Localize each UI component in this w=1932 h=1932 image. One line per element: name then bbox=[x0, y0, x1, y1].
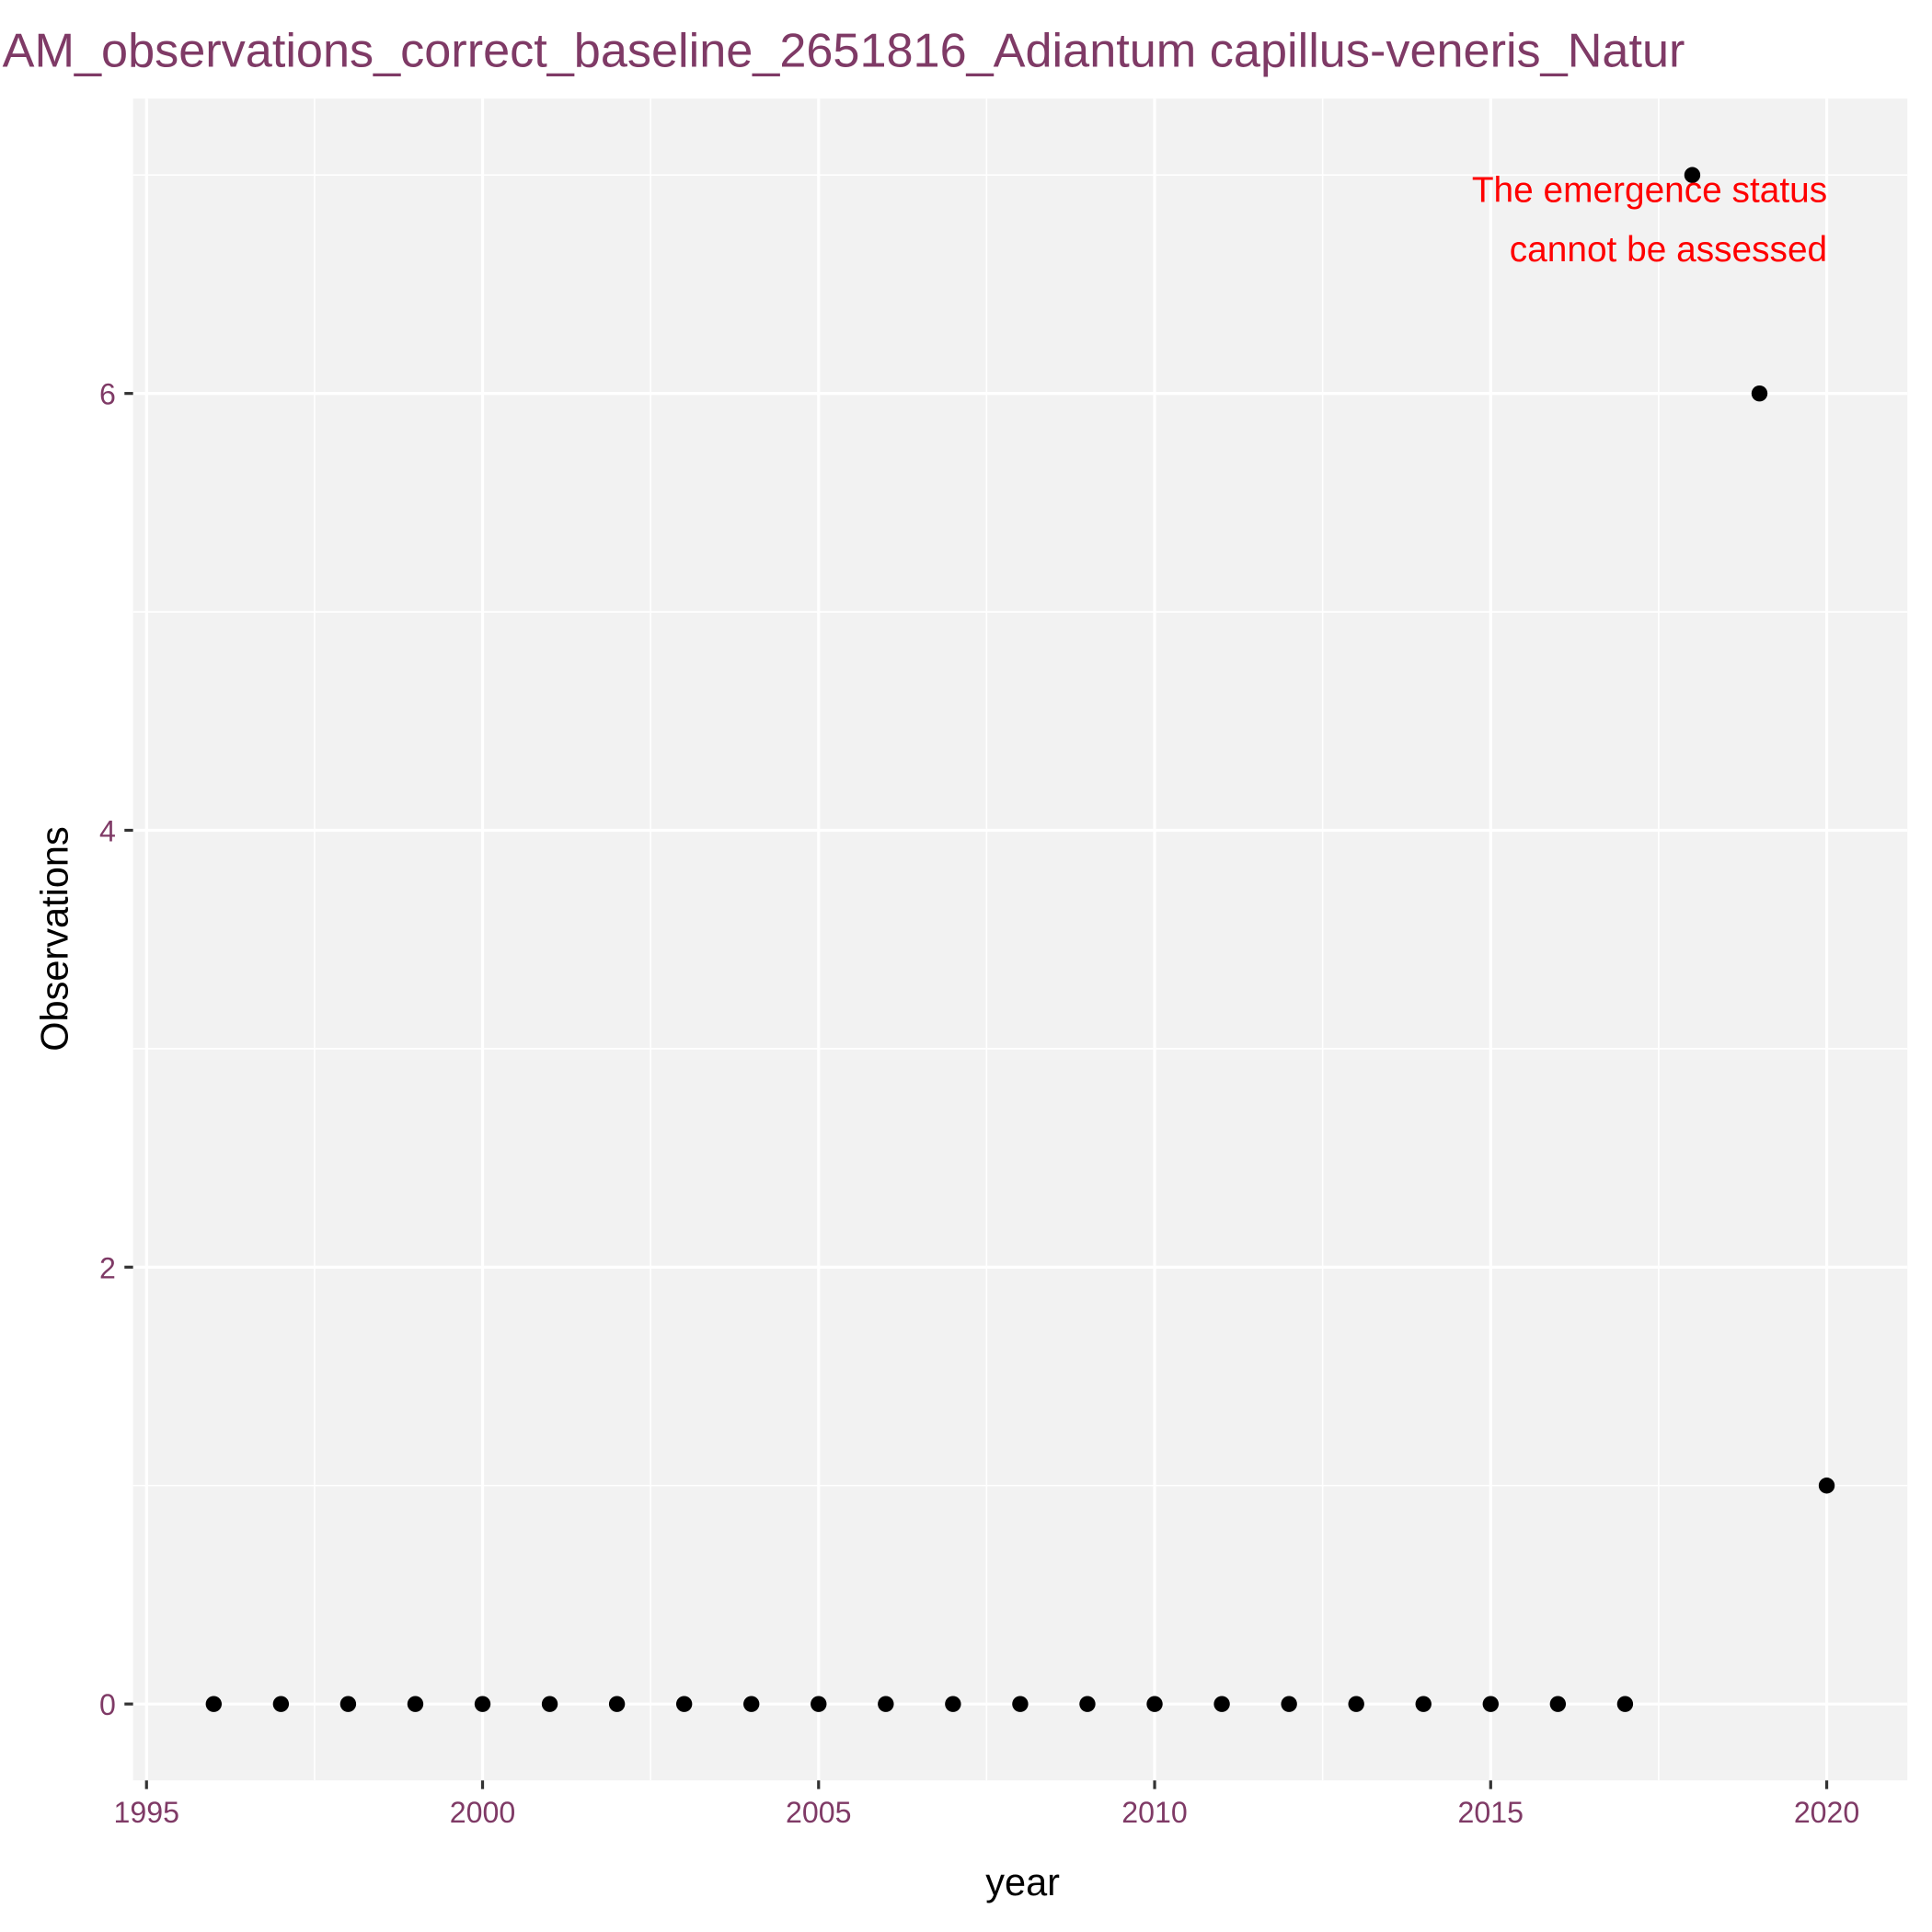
chart-title: AM_observations_correct_baseline_2651816… bbox=[3, 24, 1685, 77]
point bbox=[608, 1696, 626, 1712]
point bbox=[1348, 1696, 1364, 1712]
point bbox=[945, 1696, 961, 1712]
point bbox=[1549, 1696, 1567, 1712]
point bbox=[1079, 1696, 1096, 1712]
x-tick-label: 2005 bbox=[786, 1796, 851, 1829]
point bbox=[407, 1696, 424, 1712]
point bbox=[1616, 1696, 1634, 1712]
point bbox=[1482, 1696, 1499, 1712]
x-axis-label: year bbox=[985, 1860, 1060, 1903]
point bbox=[743, 1696, 760, 1712]
y-axis-label: Observations bbox=[33, 826, 76, 1052]
point bbox=[339, 1696, 357, 1712]
point bbox=[675, 1696, 693, 1712]
plot-panel bbox=[132, 98, 1908, 1781]
x-tick-label: 2010 bbox=[1121, 1796, 1187, 1829]
x-tick-label: 2015 bbox=[1458, 1796, 1524, 1829]
point bbox=[541, 1696, 558, 1712]
y-tick-label: 2 bbox=[99, 1251, 116, 1284]
point bbox=[1213, 1696, 1230, 1712]
point bbox=[205, 1696, 223, 1712]
annotation: cannot be assessed bbox=[1510, 230, 1827, 270]
point bbox=[474, 1696, 491, 1712]
point bbox=[878, 1696, 894, 1712]
point bbox=[1818, 1478, 1835, 1494]
x-tick-label: 2020 bbox=[1794, 1796, 1859, 1829]
point bbox=[1415, 1696, 1432, 1712]
point bbox=[1684, 167, 1701, 183]
y-tick-label: 0 bbox=[99, 1688, 116, 1721]
point bbox=[811, 1696, 827, 1712]
point bbox=[1146, 1696, 1163, 1712]
x-tick-label: 1995 bbox=[114, 1796, 179, 1829]
point bbox=[1751, 385, 1768, 402]
y-tick-label: 6 bbox=[99, 378, 116, 411]
y-tick-label: 4 bbox=[99, 815, 116, 848]
point bbox=[272, 1696, 290, 1712]
point bbox=[1281, 1696, 1297, 1712]
x-tick-label: 2000 bbox=[450, 1796, 515, 1829]
annotation: The emergence status bbox=[1472, 171, 1827, 211]
point bbox=[1012, 1696, 1029, 1712]
